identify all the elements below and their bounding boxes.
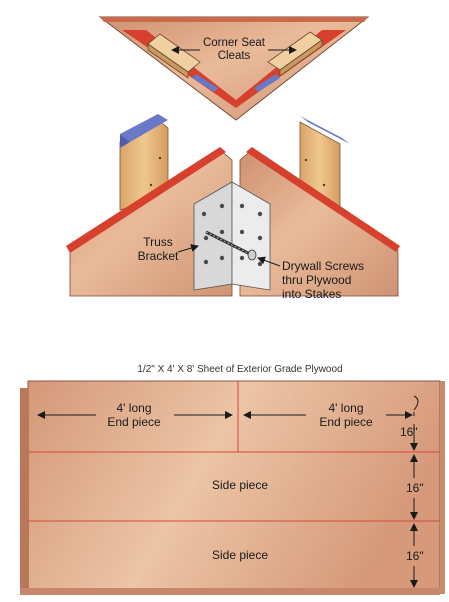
sheet-left-edge (20, 388, 29, 588)
dim-row-1-label: 16" (400, 425, 418, 439)
screws-label-line1: Drywall Screws (282, 259, 364, 273)
truss-label-line2: Bracket (138, 249, 179, 263)
right-wall-top-edge (246, 147, 400, 252)
top-view-rim (100, 17, 368, 22)
plywood-cut-sheet: 1/2" X 4' X 8' Sheet of Exterior Grade P… (20, 364, 445, 595)
screws-leader-arrow (257, 256, 281, 267)
sheet-caption: 1/2" X 4' X 8' Sheet of Exterior Grade P… (137, 364, 342, 375)
truss-bracket (193, 181, 271, 291)
side-piece-2-label: Side piece (212, 548, 268, 562)
end-left-name: End piece (107, 415, 161, 429)
sheet-right-edge (440, 381, 445, 594)
left-wall-top-edge (66, 147, 226, 253)
side-piece-1-label: Side piece (212, 478, 268, 492)
right-blue-edge (254, 74, 280, 92)
dim-row-2: 16" (406, 454, 424, 520)
left-blue-edge (192, 74, 218, 92)
screws-label-line2: thru Plywood (282, 273, 351, 287)
top-view-corner: Corner Seat Cleats (98, 16, 370, 121)
dim-row-1: 16" (400, 395, 419, 451)
dim-row-3-label: 16" (406, 549, 424, 563)
dim-row-3: 16" (406, 523, 424, 588)
cleats-label-line1: Corner Seat (203, 37, 266, 49)
sheet-bottom-edge (20, 588, 440, 595)
end-right-name: End piece (319, 415, 373, 429)
corner-detail: Truss Bracket Drywall Screws thru Plywoo… (66, 114, 400, 301)
truss-leader-arrow (177, 244, 199, 253)
plywood-sheet (27, 380, 441, 591)
cleats-label-line2: Cleats (218, 50, 251, 62)
screws-label-line3: into Stakes (282, 287, 341, 301)
end-left-length: 4' long (117, 401, 152, 415)
drywall-screw (205, 230, 257, 261)
truss-label-line1: Truss (143, 235, 173, 249)
left-stake (119, 114, 169, 211)
end-right-length: 4' long (329, 401, 364, 415)
dim-row-2-label: 16" (406, 481, 424, 495)
